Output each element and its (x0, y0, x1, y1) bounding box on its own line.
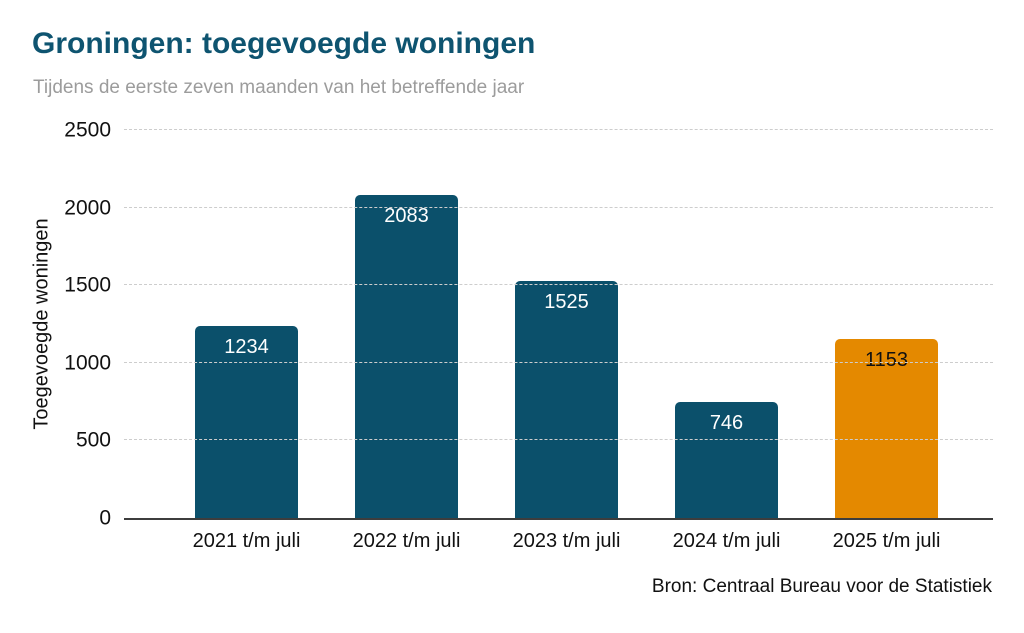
bar-value-label: 1525 (544, 291, 589, 314)
y-tick-label-2500: 2500 (64, 118, 111, 142)
bar-value-label: 2083 (384, 204, 429, 227)
bar-value-label: 746 (709, 412, 744, 435)
chart-subtitle: Tijdens de eerste zeven maanden van het … (33, 77, 525, 98)
gridline-2000 (124, 206, 993, 208)
gridline-2500 (124, 129, 993, 130)
y-axis-title: Toegevoegde woningen (30, 218, 53, 430)
x-tick-label-2021: 2021 t/m juli (192, 530, 301, 552)
chart-title: Groningen: toegevoegde woningen (32, 27, 536, 60)
y-tick-label-0: 0 (99, 506, 111, 530)
gridline-1500 (124, 284, 993, 286)
plot-area: 1234 2083 1525 746 1153 0 500 1000 1500 2000 2500… (64, 120, 993, 552)
bar-value-label: 1153 (864, 349, 908, 372)
x-tick-label-2022: 2022 t/m juli (352, 530, 461, 552)
gridline-500 (124, 439, 993, 441)
x-tick-label-2025: 2025 t/m juli (832, 530, 941, 552)
gridline-1000 (124, 361, 993, 363)
x-tick-label-2024: 2024 t/m juli (672, 530, 781, 552)
y-tick-label-2000: 2000 (64, 196, 111, 220)
bar-2023: 1525 (515, 281, 618, 518)
bar-2021: 1234 (195, 326, 298, 518)
bar-value-label: 1234 (224, 336, 269, 359)
bars: 1234 2083 1525 746 1153 (124, 130, 993, 518)
y-tick-label-1000: 1000 (64, 351, 111, 375)
bar-2022: 2083 (355, 194, 458, 518)
bar-2024: 746 (675, 402, 778, 518)
x-tick-label-2023: 2023 t/m juli (512, 530, 621, 552)
y-tick-label-500: 500 (75, 428, 111, 452)
source-attribution: Bron: Centraal Bureau voor de Statistiek (651, 576, 992, 597)
y-tick-label-1500: 1500 (64, 273, 111, 297)
bar-2025: 1153 (835, 339, 938, 518)
